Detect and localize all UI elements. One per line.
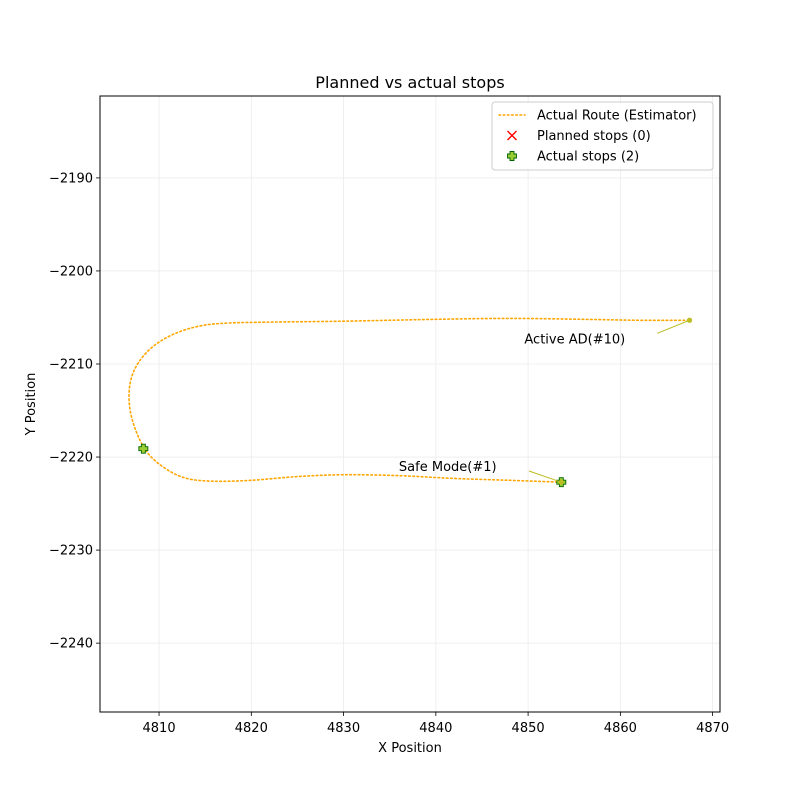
chart-title: Planned vs actual stops xyxy=(315,73,504,92)
legend-box xyxy=(491,101,714,171)
legend-label: Actual Route (Estimator) xyxy=(537,109,697,124)
axes-frame xyxy=(99,95,721,713)
legend-entry: Planned stops (0) xyxy=(507,129,651,144)
annotation-arrow xyxy=(657,319,690,334)
y-tick-label: −2210 xyxy=(49,357,93,372)
x-tick-label: 4830 xyxy=(327,721,360,736)
y-tick-label: −2190 xyxy=(49,171,93,186)
annotation-point xyxy=(686,317,693,323)
axis-ticks: 4810 4820 4830 4840 4850 4860 4870 −2190 −2200 −2… xyxy=(49,171,729,736)
x-axis-label: X Position xyxy=(378,741,442,756)
annotation-point xyxy=(558,479,564,485)
plot-series: Active AD(#10) Safe Mode(#1) xyxy=(128,317,693,488)
legend-label: Planned stops (0) xyxy=(537,129,651,144)
legend-entry: Actual Route (Estimator) xyxy=(498,109,697,124)
legend-x-swatch xyxy=(507,130,517,141)
annotation-arrow xyxy=(528,470,562,483)
plus-marker-shape xyxy=(507,151,517,161)
actual-stop-marker xyxy=(138,443,149,454)
x-tick-label: 4820 xyxy=(235,721,268,736)
legend-entry: Actual stops (2) xyxy=(507,150,639,165)
x-tick-label: 4860 xyxy=(604,721,637,736)
route-line xyxy=(128,317,691,483)
legend: Actual Route (Estimator) Planned stops (0… xyxy=(491,101,714,171)
x-marker-stroke xyxy=(507,130,517,141)
legend-plus-swatch xyxy=(507,151,517,161)
grid xyxy=(100,96,720,712)
y-tick-label: −2230 xyxy=(49,544,93,559)
x-tick-label: 4870 xyxy=(696,721,729,736)
y-tick-label: −2200 xyxy=(49,264,93,279)
x-tick-label: 4850 xyxy=(512,721,545,736)
x-tick-label: 4840 xyxy=(419,721,452,736)
y-axis-label: Y Position xyxy=(24,373,39,437)
annotation-label: Active AD(#10) xyxy=(524,333,625,348)
annotation-label: Safe Mode(#1) xyxy=(399,460,497,475)
legend-label: Actual stops (2) xyxy=(537,150,639,165)
y-tick-label: −2240 xyxy=(49,637,93,652)
plus-marker-shape xyxy=(138,443,149,454)
y-tick-label: −2220 xyxy=(49,451,93,466)
x-tick-label: 4810 xyxy=(143,721,176,736)
